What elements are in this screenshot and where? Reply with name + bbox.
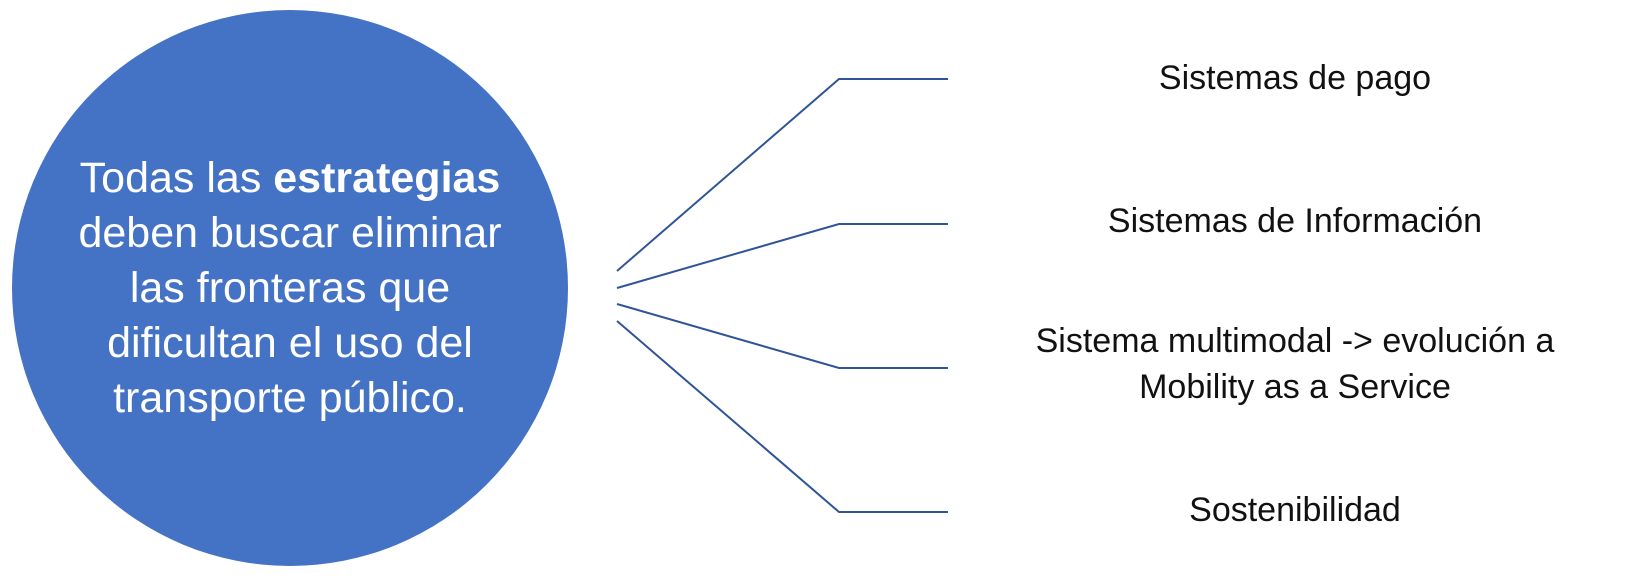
branch-label-information-systems: Sistemas de Información [1107,202,1483,240]
connector-line-0 [616,78,948,272]
hub-text-after: deben buscar eliminar las fronteras que … [78,208,502,422]
branch-label-sustainability: Sostenibilidad [1189,491,1401,529]
connector-line-3 [616,320,948,513]
branch-label-payment-systems: Sistemas de pago [1158,59,1432,97]
hub-text: Todas las estrategias deben buscar elimi… [75,151,505,426]
hub-circle: Todas las estrategias deben buscar elimi… [12,10,568,566]
hub-text-before: Todas las [79,153,274,202]
connector-line-1 [616,223,948,289]
branch-label-multimodal-system: Sistema multimodal -> evolución a Mobili… [1035,322,1555,406]
hub-text-bold: estrategias [273,153,501,202]
connector-line-2 [616,303,948,369]
